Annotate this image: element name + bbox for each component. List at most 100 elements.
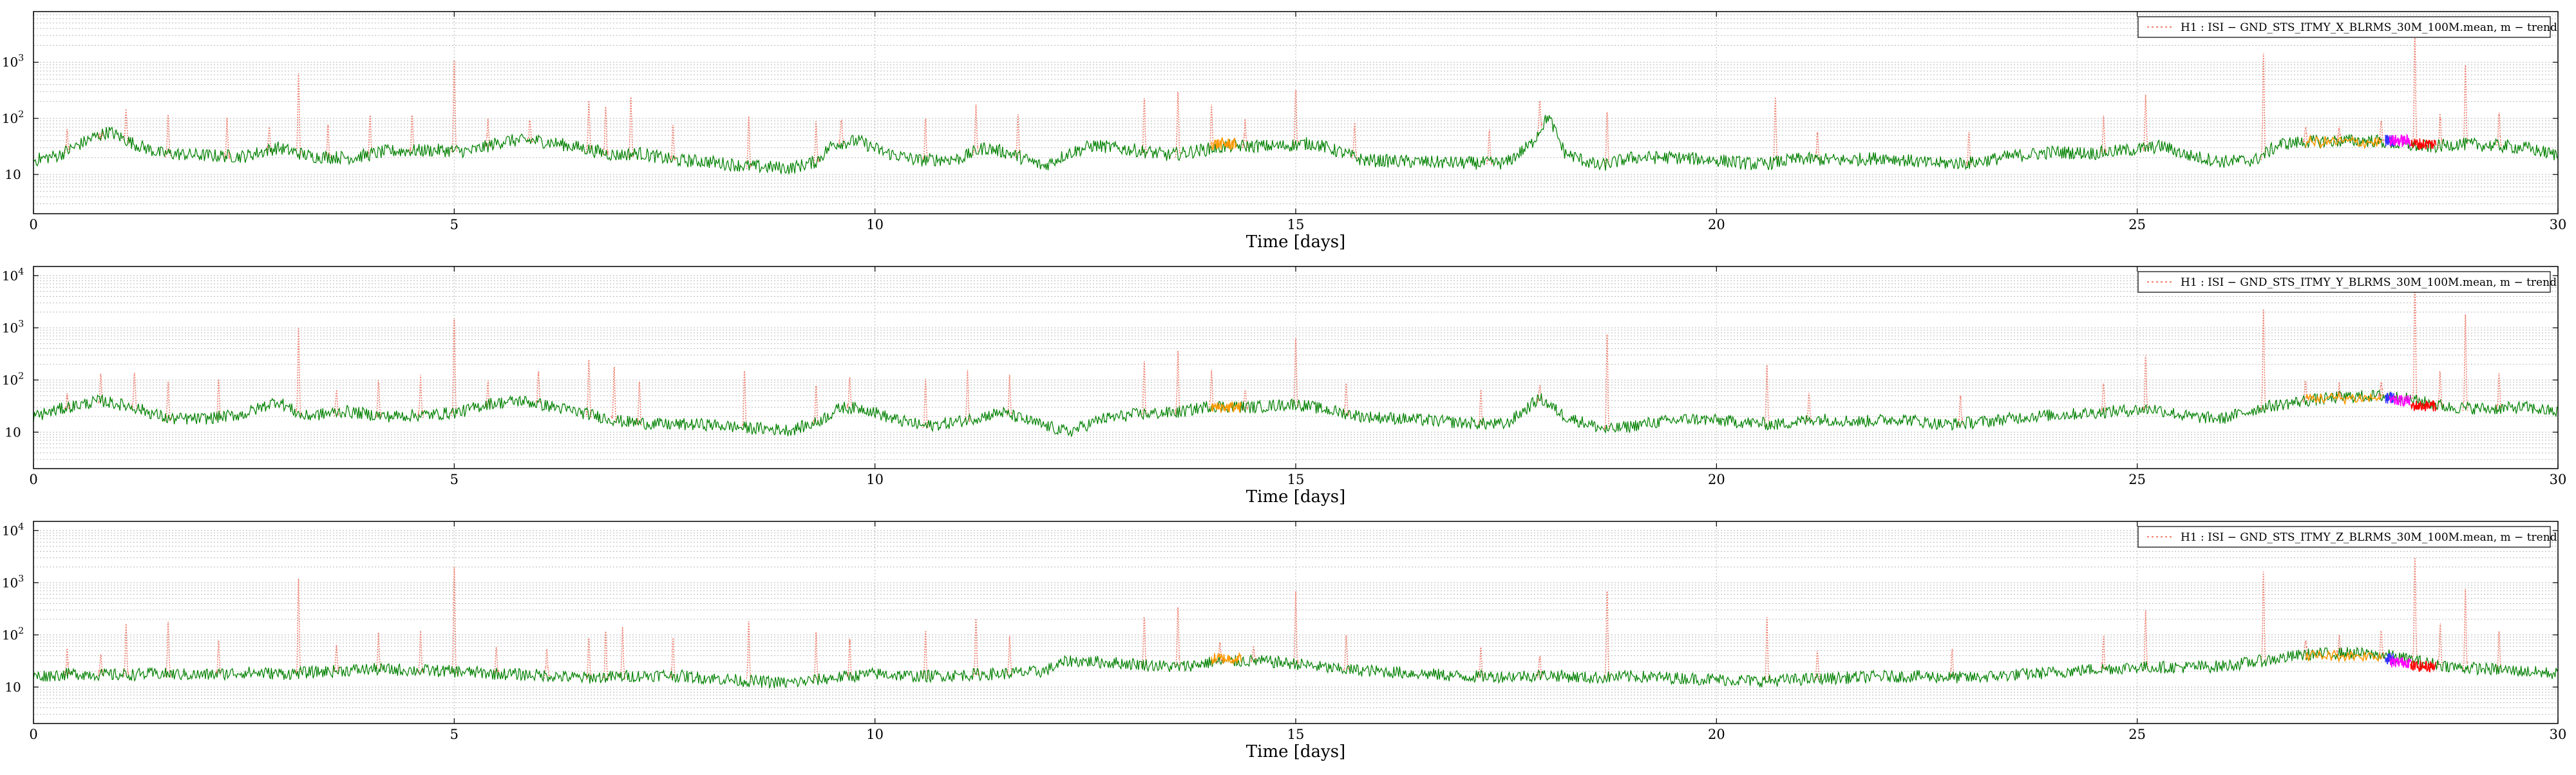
x-tick-label: 25 xyxy=(2128,727,2146,742)
spike-mark xyxy=(1537,384,1543,403)
x-tick-label: 5 xyxy=(450,217,459,232)
spike-mark xyxy=(123,623,129,677)
y-tick-label: 104 xyxy=(2,521,24,538)
spike-mark xyxy=(922,378,929,429)
spike-mark xyxy=(1175,607,1181,668)
spike-mark xyxy=(972,104,980,156)
spike-mark xyxy=(2100,635,2107,671)
spike-mark xyxy=(2437,113,2443,149)
y-tick-label: 103 xyxy=(2,574,24,590)
spike-mark xyxy=(417,375,424,418)
x-tick-label: 25 xyxy=(2128,217,2146,232)
spike-mark xyxy=(2496,373,2503,412)
spike-mark xyxy=(746,621,752,684)
spike-mark xyxy=(813,386,819,425)
spike-mark xyxy=(1957,395,1964,427)
series-trace xyxy=(33,389,2558,437)
spike-mark xyxy=(1537,98,1543,137)
spike-mark xyxy=(964,369,971,422)
spike-mark xyxy=(2143,95,2149,152)
spike-mark xyxy=(2260,53,2267,161)
x-tick-label: 15 xyxy=(1287,472,1305,487)
grid-panel-3 xyxy=(33,521,2559,724)
legend: H1 : ISI − GND_STS_ITMY_Z_BLRMS_30M_100M… xyxy=(2137,526,2557,548)
spike-mark xyxy=(295,73,302,156)
x-tick-label: 20 xyxy=(1708,472,1725,487)
spike-mark xyxy=(2437,623,2443,668)
spike-mark xyxy=(451,317,458,416)
series-trace xyxy=(33,646,2558,689)
spike-mark xyxy=(2462,314,2468,411)
spike-mark xyxy=(2378,630,2385,658)
spike-mark xyxy=(1965,131,1973,167)
accent-span-accent_orange xyxy=(2305,649,2382,664)
y-tick-label: 102 xyxy=(2,626,24,642)
spike-mark xyxy=(1208,369,1215,408)
accent-span-accent_blue xyxy=(2385,135,2394,147)
y-tick-label: 102 xyxy=(2,109,24,126)
spike-mark xyxy=(295,327,302,418)
spike-mark xyxy=(493,646,500,674)
panel-1: 0 5 10 15 20 25 30 Time [days] 10 102 103 H1 : ISI … xyxy=(2,11,2567,252)
spike-mark xyxy=(1007,635,1013,676)
x-axis-label: Time [days] xyxy=(1246,232,1345,252)
spike-mark xyxy=(922,117,929,160)
spike-mark xyxy=(2100,115,2107,156)
spike-mark xyxy=(1772,97,1779,164)
x-tick-label: 30 xyxy=(2550,217,2567,232)
accent-span-accent_orange xyxy=(2305,134,2382,150)
spike-mark xyxy=(838,118,845,147)
accent-span-accent_red xyxy=(2410,138,2437,151)
spike-mark xyxy=(2336,635,2342,657)
spike-mark xyxy=(2260,309,2267,410)
spike-mark xyxy=(745,116,752,169)
spike-mark xyxy=(1537,655,1543,678)
accent-span-accent_magenta xyxy=(2389,395,2412,407)
spike-mark xyxy=(2462,64,2468,145)
spike-mark xyxy=(1007,375,1013,416)
spike-mark xyxy=(585,359,592,418)
spike-mark xyxy=(2412,557,2418,664)
accent-span-accent_orange xyxy=(1211,401,1242,413)
spike-mark xyxy=(741,371,748,429)
y-tick-label: 103 xyxy=(2,319,24,335)
legend-box xyxy=(2137,526,2551,548)
spike-mark xyxy=(333,645,340,673)
legend: H1 : ISI − GND_STS_ITMY_X_BLRMS_30M_100M… xyxy=(2137,16,2557,38)
spike-mark xyxy=(375,380,382,418)
accent-span-accent_orange xyxy=(1211,136,1237,151)
grid-panel-2 xyxy=(33,266,2559,469)
y-tick-label: 10 xyxy=(5,679,21,695)
accent-span-accent_orange xyxy=(2305,391,2382,406)
spike-mark xyxy=(165,621,171,678)
y-tick-label: 10 xyxy=(5,424,21,440)
spike-mark xyxy=(266,127,272,153)
y-tick-label: 104 xyxy=(2,266,24,283)
spike-mark xyxy=(2143,355,2149,411)
spike-mark xyxy=(1293,338,1299,408)
accent-span-accent_orange xyxy=(1211,651,1242,666)
x-tick-label: 0 xyxy=(29,217,37,232)
spike-mark xyxy=(1293,89,1299,147)
spike-mark xyxy=(325,125,332,158)
x-tick-label: 15 xyxy=(1287,217,1305,232)
grid-panel-1 xyxy=(33,12,2559,214)
y-tick-label: 103 xyxy=(2,53,24,70)
spike-mark xyxy=(1604,590,1611,681)
legend: H1 : ISI − GND_STS_ITMY_Y_BLRMS_30M_100M… xyxy=(2137,271,2557,293)
series-trace xyxy=(33,115,2558,174)
accent-span-accent_red xyxy=(2410,660,2437,673)
accent-span-accent_magenta xyxy=(2389,133,2411,149)
x-axis-label: Time [days] xyxy=(1246,487,1345,507)
legend-label: H1 : ISI − GND_STS_ITMY_Y_BLRMS_30M_100M… xyxy=(2181,276,2557,289)
spike-mark xyxy=(636,381,643,426)
spike-mark xyxy=(972,618,980,677)
legend-box xyxy=(2137,271,2551,293)
spike-mark xyxy=(628,97,634,158)
x-tick-label: 10 xyxy=(866,472,884,487)
spike-mark xyxy=(2412,282,2418,404)
x-tick-label: 15 xyxy=(1287,727,1305,742)
x-tick-label: 30 xyxy=(2550,472,2567,487)
